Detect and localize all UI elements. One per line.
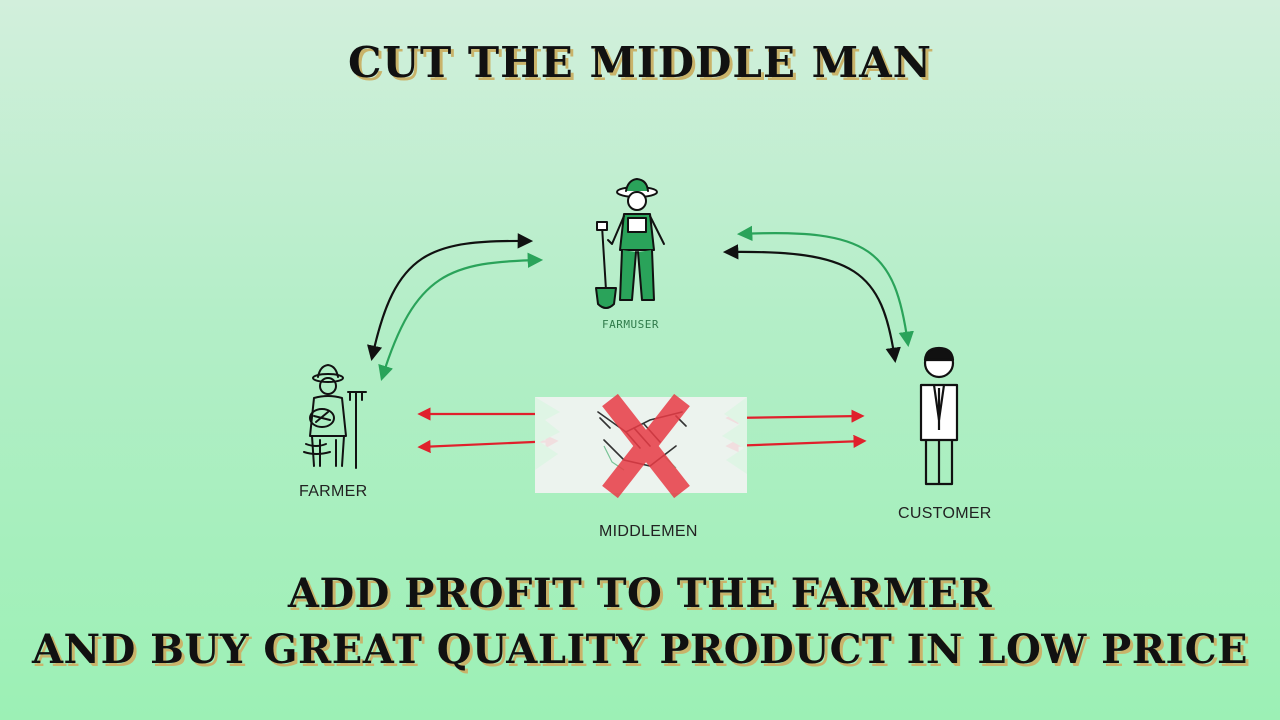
farmer-with-shovel-icon	[595, 178, 665, 309]
page-title: CUT THE MIDDLE MAN	[347, 38, 933, 87]
handshake-icon	[535, 397, 747, 493]
arrow-farmer-middlemen-2	[417, 434, 559, 454]
footer-line-1: ADD PROFIT TO THE FARMER	[287, 570, 993, 617]
customer-label: CUSTOMER	[898, 505, 992, 522]
farmuser-label: FARMUSER	[602, 318, 659, 331]
arrow-farmuser-customer-black	[722, 244, 901, 364]
arrow-middlemen-customer-1	[725, 409, 865, 425]
footer-tagline: ADD PROFIT TO THE FARMER AND BUY GREAT Q…	[0, 566, 1280, 678]
cross-out-mark	[602, 393, 690, 499]
farmer-label: FARMER	[299, 483, 368, 500]
arrow-middlemen-customer-2	[725, 434, 867, 453]
arrow-farmer-farmuser-green	[378, 252, 544, 381]
footer-line-2: AND BUY GREAT QUALITY PRODUCT IN LOW PRI…	[31, 626, 1249, 673]
arrow-farmuser-customer-green	[736, 225, 914, 348]
person-in-suit-icon	[919, 346, 959, 486]
middlemen-label: MIDDLEMEN	[599, 523, 698, 540]
farmer-with-rake-icon	[303, 364, 367, 469]
